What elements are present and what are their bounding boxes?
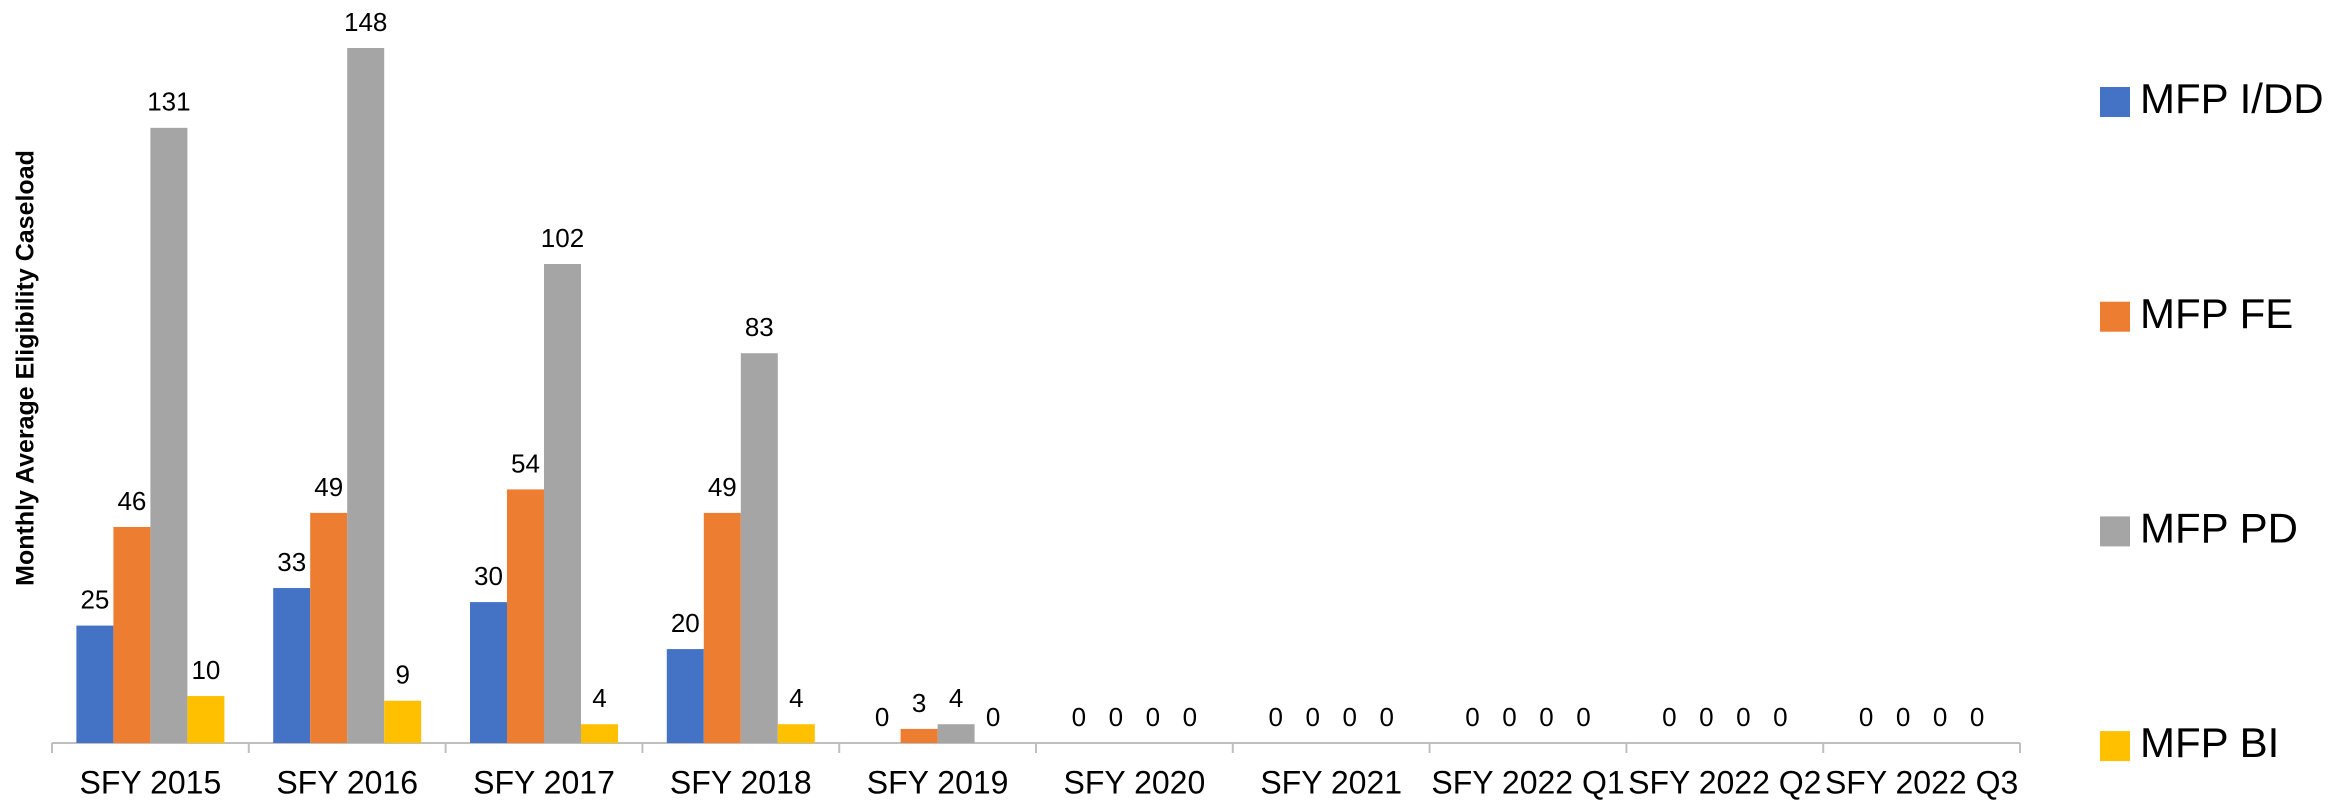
y-axis-label: Monthly Average Eligibility Caseload: [12, 150, 40, 586]
bar: [544, 264, 581, 743]
data-label: 0: [1268, 702, 1282, 732]
x-tick-label: SFY 2019: [867, 764, 1009, 800]
data-label: 0: [1305, 702, 1319, 732]
legend-swatch: [2100, 516, 2130, 547]
bar: [777, 724, 815, 743]
bar: [113, 526, 151, 743]
bar: [310, 512, 348, 743]
data-label: 0: [986, 702, 1000, 732]
data-label: 0: [1465, 702, 1479, 732]
bar: [900, 728, 938, 743]
x-tick-label: SFY 2020: [1064, 764, 1206, 800]
x-tick-label: SFY 2022 Q1: [1431, 764, 1624, 800]
data-label: 0: [1970, 702, 1984, 732]
bar: [76, 625, 114, 743]
legend-swatch: [2100, 731, 2130, 762]
data-label: 3: [912, 688, 926, 718]
data-label: 4: [592, 683, 606, 713]
data-label: 0: [1342, 702, 1356, 732]
data-label: 102: [541, 223, 584, 253]
data-label: 0: [1379, 702, 1393, 732]
bar: [187, 696, 225, 743]
bar: [273, 588, 311, 743]
x-tick-label: SFY 2018: [670, 764, 812, 800]
data-label: 0: [1859, 702, 1873, 732]
data-label: 33: [277, 547, 306, 577]
data-label: 4: [949, 683, 963, 713]
bar: [740, 353, 778, 743]
data-label: 49: [708, 472, 737, 502]
legend-label: MFP BI: [2140, 719, 2279, 766]
bar: [507, 489, 544, 743]
data-label: 0: [1109, 702, 1123, 732]
data-label: 0: [1072, 702, 1086, 732]
data-label: 0: [1539, 702, 1553, 732]
bar: [384, 700, 422, 743]
legend-label: MFP PD: [2140, 504, 2298, 551]
data-label: 83: [745, 312, 774, 342]
data-label: 0: [1183, 702, 1197, 732]
x-tick-label: SFY 2022 Q3: [1825, 764, 2018, 800]
legend-swatch: [2100, 301, 2130, 332]
x-tick-label: SFY 2022 Q2: [1628, 764, 1821, 800]
data-label: 4: [789, 683, 803, 713]
data-label: 0: [1736, 702, 1750, 732]
data-label: 0: [1699, 702, 1713, 732]
bar: [581, 724, 618, 743]
bar: [937, 724, 975, 743]
data-label: 0: [1576, 702, 1590, 732]
data-label: 0: [1662, 702, 1676, 732]
data-label: 25: [80, 584, 109, 614]
data-label: 148: [344, 7, 387, 37]
bar: [150, 127, 188, 744]
data-label: 0: [1146, 702, 1160, 732]
bar: [666, 649, 704, 743]
data-label: 0: [1933, 702, 1947, 732]
data-label: 49: [314, 472, 343, 502]
data-label: 30: [474, 561, 503, 591]
legend-label: MFP I/DD: [2140, 75, 2324, 122]
x-tick-label: SFY 2016: [276, 764, 418, 800]
data-label: 20: [671, 608, 700, 638]
bar: [703, 512, 741, 743]
legend-label: MFP FE: [2140, 290, 2293, 337]
data-label: 0: [875, 702, 889, 732]
bar: [347, 48, 385, 743]
bar: [470, 602, 507, 743]
x-tick-label: SFY 2021: [1260, 764, 1402, 800]
x-tick-label: SFY 2015: [80, 764, 222, 800]
x-tick-label: SFY 2017: [473, 764, 615, 800]
data-label: 131: [147, 87, 190, 117]
data-label: 46: [117, 486, 146, 516]
data-label: 0: [1896, 702, 1910, 732]
data-label: 0: [1773, 702, 1787, 732]
legend-swatch: [2100, 87, 2130, 117]
data-label: 10: [191, 655, 220, 685]
data-label: 9: [395, 660, 409, 690]
data-label: 54: [511, 448, 540, 478]
data-label: 0: [1502, 702, 1516, 732]
